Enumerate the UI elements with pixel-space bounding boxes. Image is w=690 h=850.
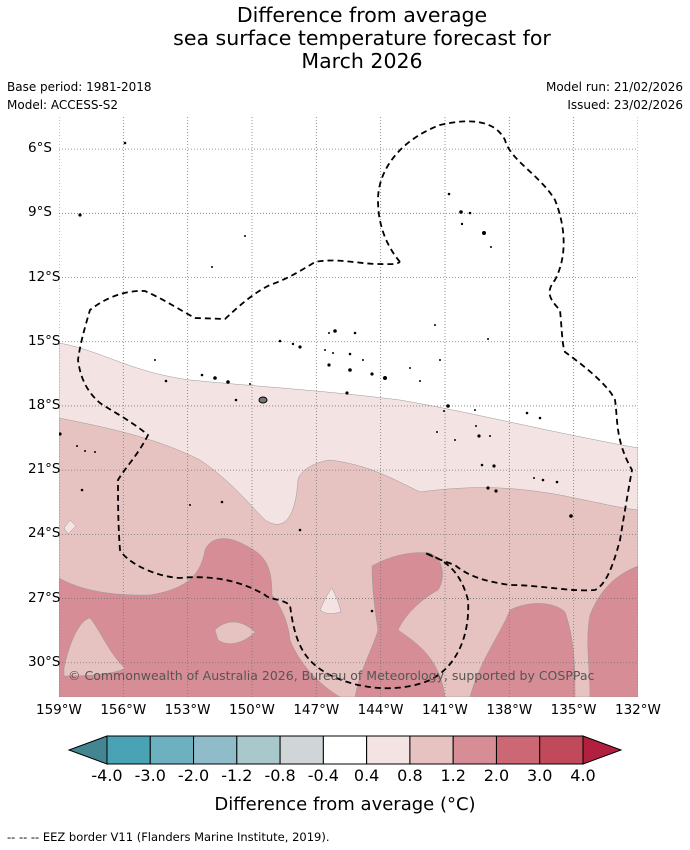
colorbar-swatch (539, 735, 584, 765)
colorbar-tick-label: 4.0 (570, 766, 596, 785)
latitude-label: 6°S (28, 140, 52, 157)
model-label: Model: ACCESS-S2 (7, 98, 119, 112)
longitude-label: 150°W (229, 702, 275, 718)
colorbar-tick-label: -2.0 (177, 766, 210, 785)
anomaly-band-1.2-2.0-se (587, 565, 638, 697)
longitude-label: 135°W (550, 702, 597, 718)
colorbar-tick-label: -1.2 (221, 766, 253, 785)
eez-border (77, 120, 633, 690)
anomaly-patch-west (63, 617, 126, 677)
anomaly-band-1.2-2.0-east (354, 552, 446, 697)
longitude-label: 159°W (36, 702, 82, 718)
meta-right: Model run: 21/02/2026 Issued: 23/02/2026 (546, 78, 683, 114)
colorbar-swatch (193, 735, 238, 765)
latitude-label: 12°S (28, 268, 61, 285)
latitude-label: 15°S (28, 332, 61, 349)
colorbar-tick-label: 1.2 (440, 766, 466, 785)
anomaly-patch-white-west (63, 519, 77, 535)
anomaly-band-1.2-2.0 (59, 538, 341, 697)
colorbar-title: Difference from average (°C) (214, 794, 476, 815)
anomaly-patch-small (214, 621, 256, 644)
colorbar-tick-label: -0.4 (307, 766, 339, 785)
colorbar-swatch (279, 735, 324, 765)
latitude-label: 18°S (28, 396, 61, 413)
colorbar-swatch (366, 735, 411, 765)
base-period-label: Base period: 1981-2018 (7, 80, 152, 94)
islands (59, 141, 573, 613)
model-run-label: Model run: 21/02/2026 (545, 80, 683, 94)
colorbar-tick-label: -3.0 (134, 766, 166, 785)
latitude-label: 9°S (28, 204, 52, 221)
title-line-2: sea surface temperature forecast for (173, 26, 551, 50)
longitude-label: 144°W (357, 702, 404, 718)
longitude-label: 156°W (100, 702, 147, 718)
colorbar-tick-label: 0.4 (353, 766, 380, 785)
longitude-label: 147°W (293, 702, 340, 718)
latitude-label: 21°S (28, 461, 61, 478)
colorbar-swatch (236, 735, 281, 765)
colorbar-swatch (452, 735, 497, 765)
colorbar-extend-low (67, 735, 108, 765)
colorbar-swatch (409, 735, 454, 765)
copyright-text: © Commonwealth of Australia 2026, Bureau… (68, 668, 595, 683)
latitude-label: 30°S (28, 653, 61, 670)
map-plot-area (59, 117, 638, 697)
colorbar-swatch (322, 735, 368, 765)
island-tahiti (258, 396, 268, 404)
colorbar-tick-label: -0.8 (264, 766, 296, 785)
longitude-label: 153°W (164, 702, 211, 718)
grid-lines (59, 117, 638, 697)
longitude-label: 141°W (422, 702, 468, 718)
longitude-label: 138°W (486, 702, 533, 718)
eez-footnote: -- -- -- EEZ border V11 (Flanders Marine… (7, 830, 330, 844)
anomaly-patch-white (319, 587, 342, 614)
colorbar-extend-high (582, 735, 623, 765)
latitude-label: 27°S (28, 589, 61, 606)
colorbar (67, 735, 623, 765)
colorbar-tick-label: 3.0 (526, 766, 553, 785)
colorbar-swatch (149, 735, 195, 765)
anomaly-band-1.2-2.0-mid (469, 603, 576, 697)
latitude-label: 24°S (28, 525, 61, 542)
map-title: Difference from average sea surface temp… (0, 4, 690, 73)
colorbar-tick-label: -4.0 (91, 766, 123, 785)
longitude-label: 132°W (615, 702, 661, 718)
issued-label: Issued: 23/02/2026 (567, 98, 683, 112)
meta-left: Base period: 1981-2018 Model: ACCESS-S2 (7, 78, 152, 114)
colorbar-swatch (106, 735, 151, 765)
title-line-3: March 2026 (301, 49, 423, 73)
colorbar-swatch (495, 735, 541, 765)
colorbar-tick-label: 0.8 (397, 766, 423, 785)
title-line-1: Difference from average (236, 3, 488, 27)
colorbar-tick-label: 2.0 (483, 766, 510, 785)
